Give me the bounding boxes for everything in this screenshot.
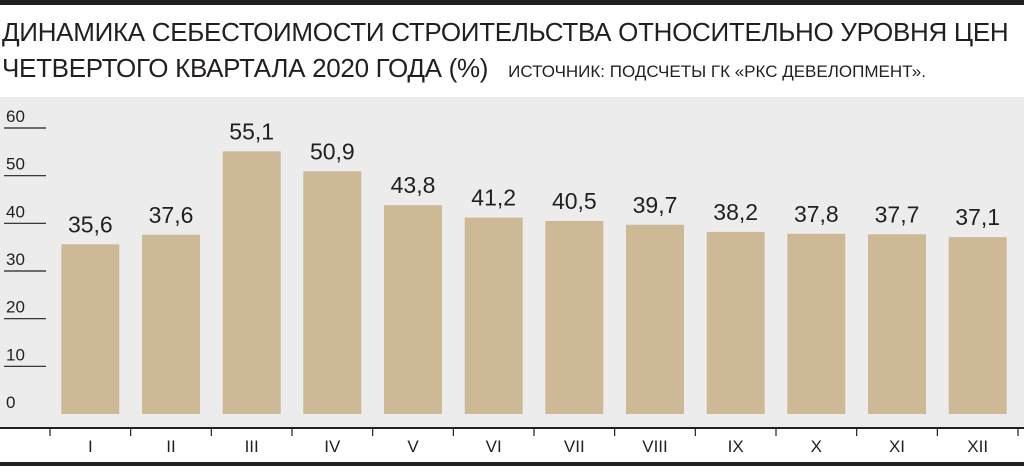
data-label: 38,2 [713, 199, 758, 225]
data-label: 39,7 [633, 192, 678, 218]
data-label: 37,6 [149, 202, 194, 228]
x-tick-label: VII [564, 437, 585, 456]
y-tick-label: 10 [6, 345, 25, 364]
x-tick-label: V [407, 437, 419, 456]
x-tick-label: X [811, 437, 822, 456]
bar [948, 237, 1007, 414]
data-label: 43,8 [391, 172, 436, 198]
bar [626, 224, 684, 414]
data-label: 37,8 [794, 201, 839, 227]
y-tick-label: 60 [6, 107, 25, 126]
bar [787, 233, 846, 414]
data-label: 37,1 [955, 204, 1000, 230]
bottom-rule [0, 462, 1024, 466]
bar [303, 171, 362, 414]
x-axis: I II III IV V VI VII VIII IX X XI XII [49, 428, 1019, 456]
x-tick-label: VIII [642, 437, 668, 456]
chart-source: ИСТОЧНИК: ПОДСЧЕТЫ ГК «РКС ДЕВЕЛОПМЕНТ». [508, 62, 926, 81]
y-tick-label: 0 [6, 393, 15, 412]
bar [706, 231, 765, 414]
y-axis: 0 10 20 30 40 50 60 [4, 107, 46, 412]
x-tick-label: II [166, 437, 175, 456]
x-tick-label: IX [728, 437, 744, 456]
data-label: 55,1 [229, 118, 274, 144]
x-tick-label: XII [967, 437, 988, 456]
top-rule [0, 0, 1024, 5]
x-tick-label: IV [324, 437, 341, 456]
chart-header: ДИНАМИКА СЕБЕСТОИМОСТИ СТРОИТЕЛЬСТВА ОТН… [2, 14, 1022, 90]
y-tick-label: 40 [6, 202, 25, 221]
chart-title-line-2-text: ЧЕТВЕРТОГО КВАРТАЛА 2020 ГОДА (%) [2, 53, 489, 83]
bars [61, 151, 1007, 414]
x-tick-label: VI [486, 437, 502, 456]
bar [222, 151, 281, 414]
y-tick-label: 30 [6, 250, 25, 269]
bar [868, 234, 926, 414]
data-label: 40,5 [552, 188, 597, 214]
bar [142, 234, 200, 414]
bar [61, 244, 120, 414]
data-label: 37,7 [875, 201, 920, 227]
chart-title-line-1: ДИНАМИКА СЕБЕСТОИМОСТИ СТРОИТЕЛЬСТВА ОТН… [2, 17, 1009, 47]
data-label: 35,6 [68, 211, 113, 237]
bar [464, 217, 523, 414]
y-tick-label: 20 [6, 298, 25, 317]
x-tick-label: I [88, 437, 93, 456]
data-label: 50,9 [310, 138, 355, 164]
data-label: 41,2 [471, 185, 516, 211]
bar [545, 220, 604, 414]
bar [384, 205, 442, 414]
chart-title-line-2: ЧЕТВЕРТОГО КВАРТАЛА 2020 ГОДА (%) ИСТОЧНИ… [2, 50, 1022, 90]
data-labels: 35,6 37,6 55,1 50,9 43,8 41,2 40,5 39,7 38,2 37,8… [68, 118, 1000, 237]
x-tick-label: III [245, 437, 259, 456]
x-tick-label: XI [889, 437, 905, 456]
y-tick-label: 50 [6, 155, 25, 174]
